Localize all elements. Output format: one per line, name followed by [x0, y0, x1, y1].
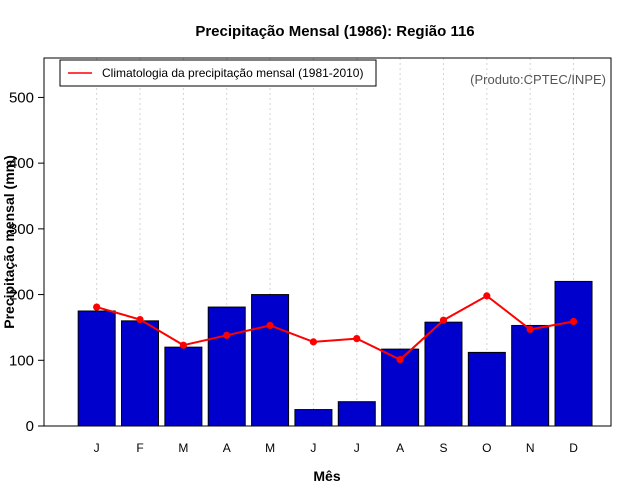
line-point [353, 335, 361, 343]
credit-text: (Produto:CPTEC/INPE) [470, 72, 606, 87]
bar [424, 321, 463, 427]
line-point [136, 315, 144, 324]
bar [251, 294, 290, 427]
x-tick-label: A [223, 441, 231, 455]
line-point [483, 292, 491, 300]
bar [337, 401, 376, 427]
line-point [396, 356, 404, 364]
line-point [309, 338, 318, 346]
x-tick-label: J [94, 441, 100, 455]
line-point [223, 331, 231, 339]
x-axis-title: Mês [313, 468, 340, 484]
bar [121, 320, 160, 427]
chart-title: Precipitação Mensal (1986): Região 116 [195, 23, 474, 40]
legend: Climatologia da precipitação mensal (198… [59, 59, 377, 87]
bar [554, 280, 593, 427]
bar [77, 310, 116, 427]
y-tick-label: 400 [9, 155, 34, 172]
x-tick-label: J [310, 441, 316, 455]
y-tick-label: 300 [9, 221, 34, 238]
bar [467, 351, 506, 427]
legend-label: Climatologia da precipitação mensal (198… [102, 66, 363, 80]
line-point [93, 303, 101, 311]
x-tick-label: A [396, 441, 404, 455]
x-tick-label: M [178, 441, 188, 455]
line-point [526, 325, 534, 333]
y-axis-title: Precipitação mensal (mm) [1, 155, 17, 329]
legend-box [59, 59, 377, 87]
bars [77, 280, 593, 427]
bar [294, 409, 333, 427]
x-tick-label: S [439, 441, 447, 455]
x-tick-label: J [354, 441, 360, 455]
x-tick-label: O [482, 441, 491, 455]
x-tick-label: N [526, 441, 535, 455]
y-tick-label: 500 [9, 89, 34, 106]
climatology-line [93, 292, 578, 364]
bar [511, 324, 550, 427]
bar [164, 346, 203, 427]
y-axis: 0 100 200 300 400 500 [9, 89, 44, 435]
series-line [96, 294, 574, 361]
plot-frame [43, 57, 612, 427]
line-point [266, 321, 274, 330]
line-point [179, 341, 187, 349]
bar [207, 306, 246, 427]
line-point [569, 317, 578, 326]
x-tick-label: D [569, 441, 578, 455]
y-tick-label: 200 [9, 287, 34, 304]
x-tick-label: F [136, 441, 143, 455]
y-tick-label: 100 [9, 352, 34, 369]
x-tick-label: M [265, 441, 275, 455]
line-point [439, 316, 448, 324]
y-tick-label: 0 [26, 418, 34, 435]
